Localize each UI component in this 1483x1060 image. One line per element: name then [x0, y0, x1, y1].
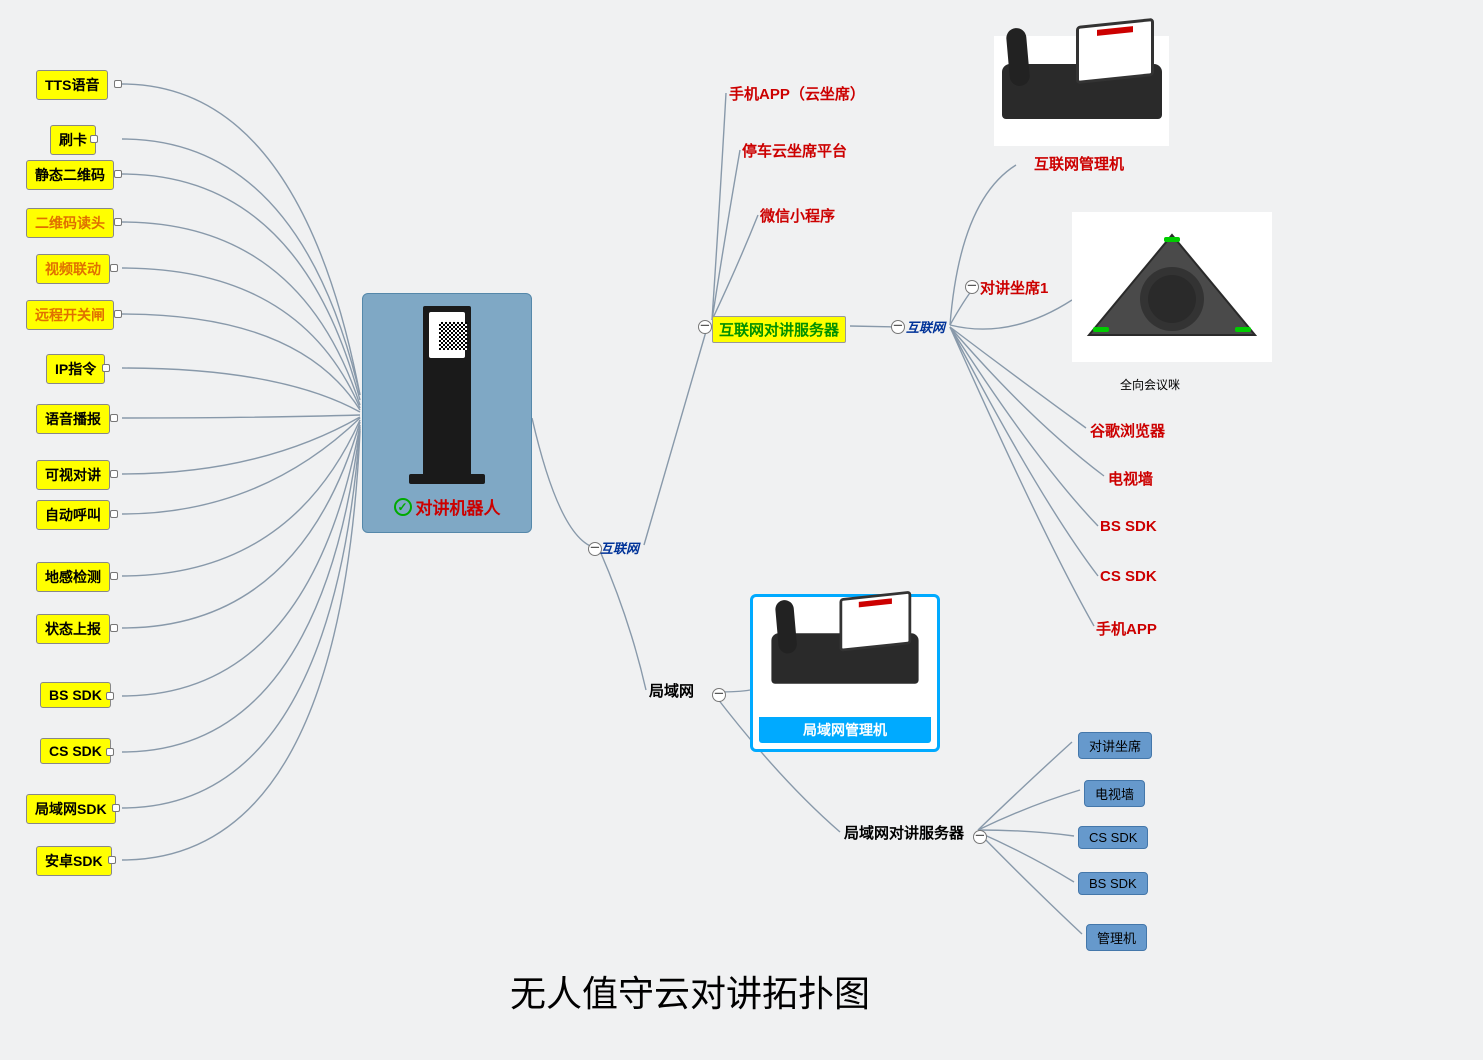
connector-dot	[110, 264, 118, 272]
collapse-icon[interactable]: −	[712, 688, 726, 702]
feature-video-link: 视频联动	[36, 254, 110, 284]
feature-bs-sdk: BS SDK	[40, 682, 111, 708]
diagram-title: 无人值守云对讲拓扑图	[510, 965, 870, 1017]
collapse-icon[interactable]: −	[588, 542, 602, 556]
feature-remote-gate: 远程开关闸	[26, 300, 114, 330]
connector-dot	[114, 80, 122, 88]
seat1-label: 对讲坐席1	[980, 277, 1048, 298]
feature-lan-sdk: 局域网SDK	[26, 794, 116, 824]
lan-mgr-photo	[760, 603, 930, 713]
parking-cloud-platform: 停车云坐席平台	[742, 140, 847, 161]
feature-auto-call: 自动呼叫	[36, 500, 110, 530]
collapse-icon[interactable]: −	[698, 320, 712, 334]
feature-tts: TTS语音	[36, 70, 108, 100]
lan-seat: 对讲坐席	[1078, 732, 1152, 759]
internet-mgr-photo	[994, 36, 1169, 146]
kiosk-icon	[423, 306, 471, 476]
lan-mgr-caption: 局域网管理机	[759, 717, 931, 743]
connector-dot	[114, 218, 122, 226]
cs-sdk-internet: CS SDK	[1100, 568, 1157, 585]
feature-loop-detect: 地感检测	[36, 562, 110, 592]
connector-dot	[110, 510, 118, 518]
central-robot-node[interactable]: ✓ 对讲机器人	[362, 293, 532, 533]
connector-dot	[106, 692, 114, 700]
bs-sdk-internet: BS SDK	[1100, 518, 1157, 535]
collapse-icon[interactable]: −	[965, 280, 979, 294]
collapse-icon[interactable]: −	[973, 830, 987, 844]
connector-dot	[106, 748, 114, 756]
feature-video-intercom: 可视对讲	[36, 460, 110, 490]
internet-hub-label: 互联网	[600, 538, 639, 557]
lan-hub-label: 局域网	[649, 680, 694, 701]
check-icon: ✓	[394, 498, 412, 516]
internet-sub-label: 互联网	[906, 317, 945, 336]
tv-wall: 电视墙	[1108, 468, 1153, 489]
mobile-app-internet: 手机APP	[1096, 618, 1157, 639]
connector-dot	[102, 364, 110, 372]
connector-dot	[110, 624, 118, 632]
connector-dot	[114, 310, 122, 318]
collapse-icon[interactable]: −	[891, 320, 905, 334]
conference-mic-photo	[1072, 212, 1272, 362]
internet-mgr-caption: 互联网管理机	[1034, 153, 1124, 174]
connector-dot	[114, 170, 122, 178]
connector-dot	[110, 470, 118, 478]
lan-bs-sdk: BS SDK	[1078, 872, 1148, 895]
connector-dot	[112, 804, 120, 812]
feature-android-sdk: 安卓SDK	[36, 846, 112, 876]
lan-tv-wall: 电视墙	[1084, 780, 1145, 807]
app-cloud-seat: 手机APP（云坐席）	[729, 83, 865, 104]
connector-dot	[108, 856, 116, 864]
connector-dot	[110, 572, 118, 580]
chrome-browser: 谷歌浏览器	[1090, 420, 1165, 441]
feature-static-qr: 静态二维码	[26, 160, 114, 190]
connector-dot	[110, 414, 118, 422]
lan-mgr-leaf: 管理机	[1086, 924, 1147, 951]
connector-dot	[90, 135, 98, 143]
lan-mgr-box[interactable]: 局域网管理机	[750, 594, 940, 752]
wechat-miniprogram: 微信小程序	[760, 205, 835, 226]
mic-caption: 全向会议咪	[1120, 376, 1180, 393]
feature-status-report: 状态上报	[36, 614, 110, 644]
feature-voice-announce: 语音播报	[36, 404, 110, 434]
lan-server-label: 局域网对讲服务器	[844, 822, 964, 843]
central-label: ✓ 对讲机器人	[394, 494, 501, 519]
feature-ip-cmd: IP指令	[46, 354, 105, 384]
feature-qr-reader: 二维码读头	[26, 208, 114, 238]
lan-cs-sdk: CS SDK	[1078, 826, 1148, 849]
internet-server-node[interactable]: 互联网对讲服务器	[712, 316, 846, 343]
feature-cs-sdk: CS SDK	[40, 738, 111, 764]
